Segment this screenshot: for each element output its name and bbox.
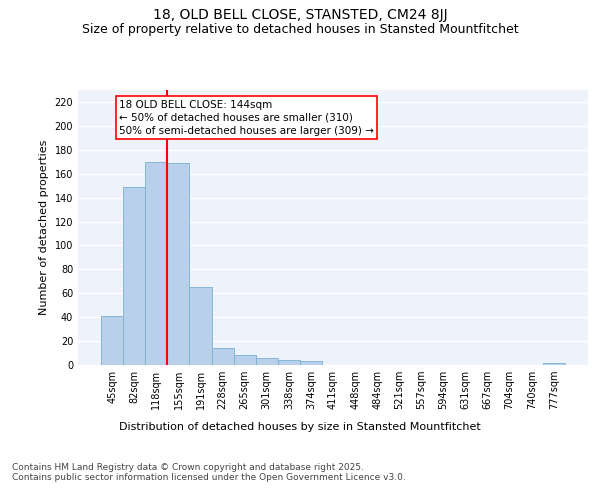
Bar	[145, 162, 167, 365]
Bar	[123, 187, 145, 365]
Text: 18 OLD BELL CLOSE: 144sqm
← 50% of detached houses are smaller (310)
50% of semi: 18 OLD BELL CLOSE: 144sqm ← 50% of detac…	[119, 100, 374, 136]
Y-axis label: Number of detached properties: Number of detached properties	[39, 140, 49, 315]
Bar	[543, 362, 565, 365]
Bar	[233, 356, 256, 365]
Bar	[256, 358, 278, 365]
Text: Distribution of detached houses by size in Stansted Mountfitchet: Distribution of detached houses by size …	[119, 422, 481, 432]
Bar	[212, 348, 233, 365]
Text: Size of property relative to detached houses in Stansted Mountfitchet: Size of property relative to detached ho…	[82, 22, 518, 36]
Text: Contains HM Land Registry data © Crown copyright and database right 2025.
Contai: Contains HM Land Registry data © Crown c…	[12, 462, 406, 482]
Bar	[101, 316, 123, 365]
Bar	[278, 360, 300, 365]
Bar	[300, 362, 322, 365]
Bar	[167, 163, 190, 365]
Text: 18, OLD BELL CLOSE, STANSTED, CM24 8JJ: 18, OLD BELL CLOSE, STANSTED, CM24 8JJ	[152, 8, 448, 22]
Bar	[190, 288, 212, 365]
